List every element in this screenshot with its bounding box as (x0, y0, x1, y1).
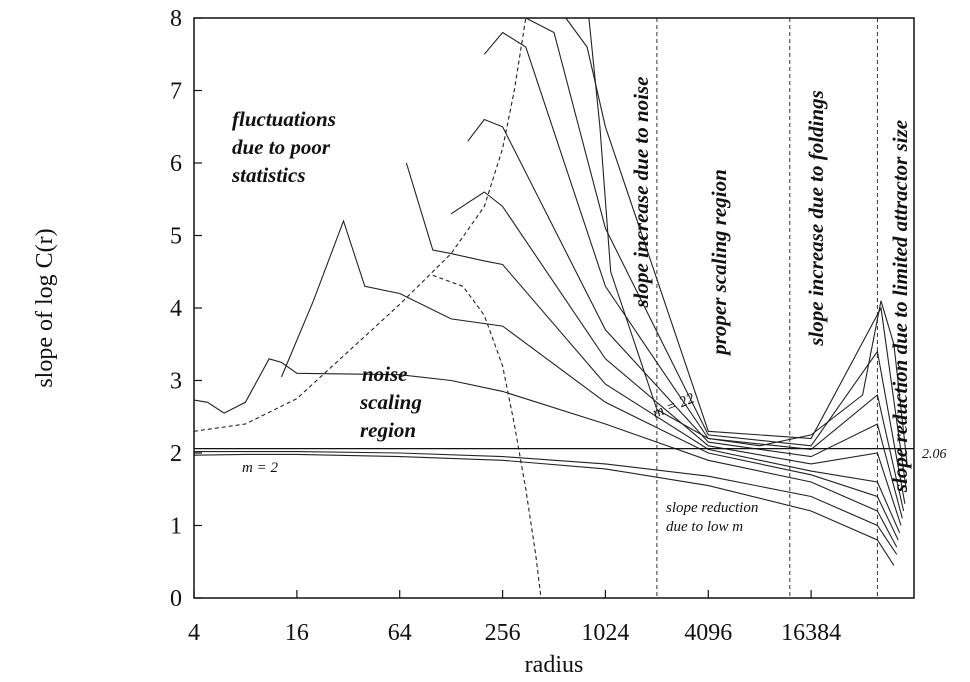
annotation-fluctuations-line2: due to poor (232, 135, 331, 159)
curves (193, 17, 909, 599)
y-tick-label-6: 6 (170, 151, 182, 177)
y-tick-label-7: 7 (170, 79, 182, 105)
y-tick-label-3: 3 (170, 369, 182, 395)
series-line-1 (194, 451, 898, 555)
series-line-0 (193, 453, 895, 566)
annotation-slope-increase-foldings: slope increase due to foldings (804, 90, 828, 347)
annotation-fluctuations-line1: fluctuations (232, 107, 336, 131)
series-line-5 (450, 191, 902, 526)
series-line-2 (193, 358, 898, 548)
y-axis-label: slope of log C(r) (32, 228, 58, 387)
annotation-fluctuations-line3: statistics (231, 163, 306, 187)
y-tick-label-8: 8 (170, 6, 182, 32)
annotation-proper-scaling: proper scaling region (707, 169, 731, 357)
x-axis-label: radius (525, 652, 584, 678)
y-tick-label-0: 0 (170, 586, 182, 612)
annotation-noise-scaling: noise scaling region (359, 362, 422, 442)
x-tick-label-2: 64 (388, 620, 412, 646)
reference-line-label: 2.06 (922, 447, 947, 462)
annotation-noise-line2: scaling (359, 390, 422, 414)
annotation-slope-reduction-attractor: slope reduction due to limited attractor… (888, 120, 912, 493)
series-line-9 (565, 17, 907, 490)
x-tick-label-0: 4 (188, 620, 200, 646)
annotation-low-m-line1: slope reduction (666, 500, 758, 516)
y-tick-label-5: 5 (170, 224, 182, 250)
y-tick-label-4: 4 (170, 296, 182, 322)
x-tick-label-6: 16384 (781, 620, 841, 646)
annotation-fluctuations: fluctuations due to poor statistics (231, 107, 336, 187)
annotation-m2: m = 2 (242, 460, 278, 476)
x-tick-label-1: 16 (285, 620, 309, 646)
annotation-noise-line1: noise (362, 362, 408, 386)
series-line-3 (280, 219, 899, 541)
series-line-8 (525, 17, 906, 504)
series-line-7 (483, 31, 905, 512)
series-line-10 (588, 17, 909, 468)
series-line-6 (467, 118, 903, 519)
series-line-11 (193, 17, 527, 432)
region-boundaries (656, 18, 878, 598)
axis-ticks: 4 16 64 256 1024 4096 16384 0 1 2 3 4 5 6 7 8 (170, 6, 841, 646)
x-tick-label-4: 1024 (581, 620, 629, 646)
x-tick-label-3: 256 (485, 620, 521, 646)
y-tick-label-1: 1 (170, 514, 182, 540)
series-line-4 (405, 162, 901, 534)
annotation-slope-increase-noise: slope increase due to noise (629, 77, 653, 309)
annotation-low-m-line2: due to low m (666, 519, 743, 535)
annotation-slope-reduction-low-m: slope reduction due to low m (666, 500, 758, 535)
series-line-12 (432, 274, 542, 599)
y-tick-label-2: 2 (170, 441, 182, 467)
annotation-noise-line3: region (360, 418, 416, 442)
x-tick-label-5: 4096 (684, 620, 732, 646)
